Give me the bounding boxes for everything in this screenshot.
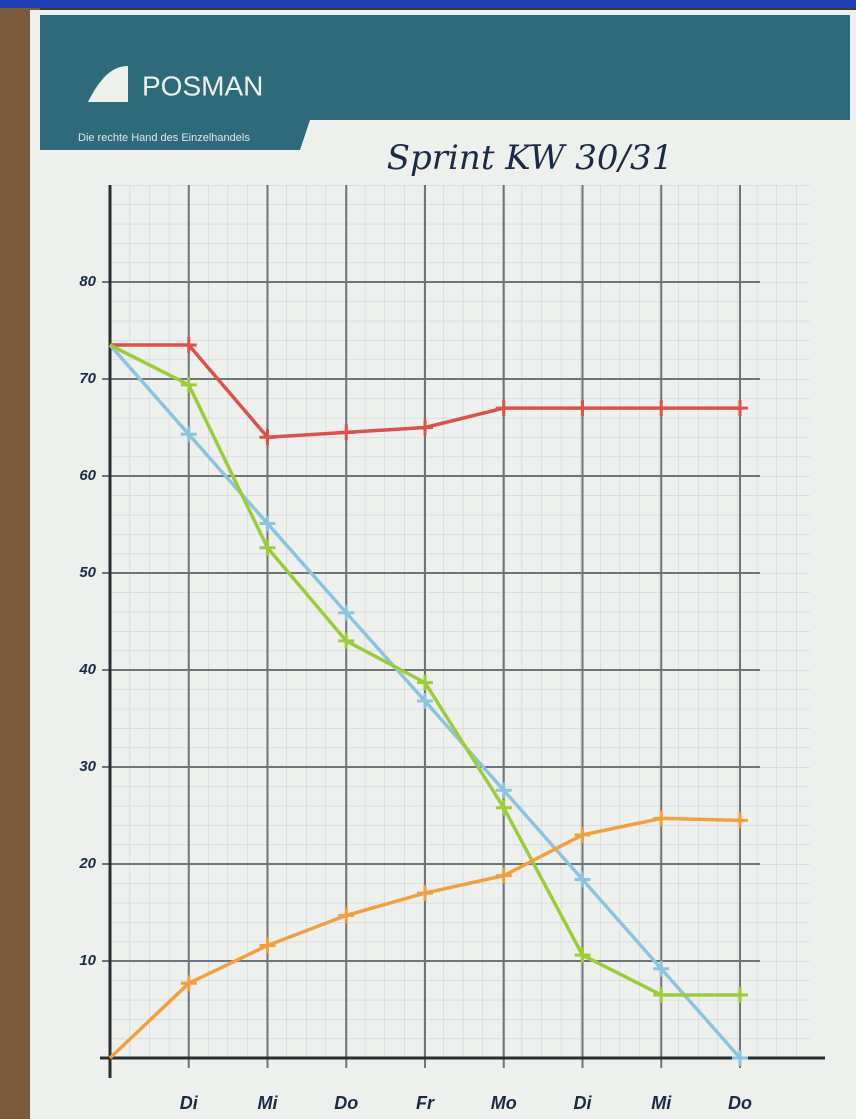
y-tick-label: 20	[78, 855, 96, 872]
header-band	[40, 15, 850, 120]
x-tick-label: Mi	[651, 1093, 672, 1113]
x-tick-label: Mi	[258, 1093, 279, 1113]
y-tick-label: 70	[79, 370, 96, 387]
chart-title: Sprint KW 30/31	[387, 138, 673, 178]
page: POSMAN Die rechte Hand des Einzelhandels…	[0, 0, 856, 1119]
x-tick-label: Mo	[491, 1093, 517, 1113]
top-strip	[0, 0, 856, 8]
tagline: Die rechte Hand des Einzelhandels	[78, 132, 250, 144]
y-tick-label: 40	[78, 661, 96, 678]
y-tick-label: 50	[79, 564, 96, 581]
brand: POSMAN	[142, 70, 263, 101]
y-tick-label: 30	[79, 758, 96, 775]
x-tick-label: Di	[574, 1093, 593, 1113]
y-tick-label: 80	[79, 273, 96, 290]
x-tick-label: Do	[728, 1093, 752, 1113]
y-tick-label: 60	[79, 467, 96, 484]
photo: POSMAN Die rechte Hand des Einzelhandels…	[0, 0, 856, 1119]
y-tick-label: 10	[79, 952, 96, 969]
x-tick-label: Do	[334, 1093, 358, 1113]
x-tick-label: Fr	[416, 1093, 435, 1113]
minor-grid	[110, 185, 810, 1058]
x-tick-label: Di	[180, 1093, 199, 1113]
